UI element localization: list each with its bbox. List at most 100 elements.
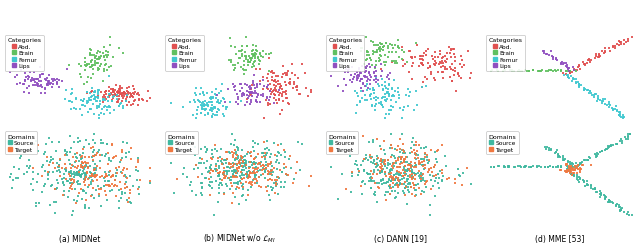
Point [437, 59, 447, 63]
Point [138, 99, 148, 103]
Point [417, 161, 428, 165]
Point [381, 112, 392, 116]
Point [79, 174, 90, 178]
Point [280, 166, 291, 170]
Point [392, 39, 403, 43]
Point [385, 185, 395, 189]
Point [369, 71, 380, 75]
Point [372, 137, 382, 141]
Point [390, 182, 401, 186]
Point [212, 111, 222, 115]
Point [49, 77, 60, 81]
Point [142, 100, 152, 104]
Point [9, 166, 19, 170]
Point [51, 150, 61, 154]
Point [263, 102, 273, 106]
Point [113, 47, 124, 51]
Point [205, 157, 216, 161]
Point [93, 187, 104, 191]
Point [565, 171, 575, 175]
Point [219, 173, 229, 177]
Point [103, 99, 113, 103]
Point [408, 182, 419, 186]
Point [246, 161, 257, 165]
Point [75, 182, 85, 186]
Point [378, 87, 388, 91]
Point [250, 156, 260, 160]
Point [106, 88, 116, 92]
Point [416, 193, 426, 197]
Point [248, 65, 259, 69]
Point [90, 98, 100, 102]
Point [558, 71, 568, 75]
Point [263, 178, 273, 182]
Point [257, 169, 268, 173]
Point [266, 87, 276, 91]
Point [47, 141, 57, 145]
Point [398, 109, 408, 113]
Point [540, 165, 550, 169]
Point [570, 69, 580, 73]
Point [395, 107, 405, 111]
Point [104, 65, 115, 69]
Point [81, 175, 91, 179]
Point [425, 174, 435, 178]
Point [270, 87, 280, 91]
Point [608, 201, 618, 205]
Point [368, 53, 378, 57]
Point [372, 165, 382, 169]
Point [81, 173, 91, 177]
Point [419, 164, 429, 168]
Point [104, 94, 115, 98]
Point [444, 176, 454, 180]
Point [132, 178, 142, 182]
Point [99, 70, 109, 74]
Point [433, 172, 444, 176]
Point [200, 114, 210, 118]
Point [65, 174, 76, 178]
Point [246, 87, 257, 91]
Point [43, 172, 53, 176]
Point [419, 167, 429, 171]
Point [564, 169, 574, 173]
Point [406, 185, 416, 189]
Point [563, 70, 573, 74]
Point [376, 167, 387, 171]
Point [44, 81, 54, 85]
Point [63, 171, 74, 175]
Point [380, 170, 390, 174]
Point [271, 178, 282, 182]
Point [390, 44, 400, 48]
Point [377, 97, 387, 101]
Point [283, 174, 293, 178]
Point [224, 162, 234, 166]
Legend: Source, Target: Source, Target [5, 132, 37, 154]
Point [419, 146, 429, 150]
Point [590, 187, 600, 191]
Point [145, 179, 156, 183]
Text: (d) MME [53]: (d) MME [53] [535, 234, 585, 243]
Point [113, 188, 124, 192]
Point [337, 173, 348, 177]
Point [551, 57, 561, 61]
Point [89, 174, 99, 178]
Point [428, 58, 438, 62]
Point [208, 108, 218, 112]
Point [267, 188, 277, 192]
Point [548, 165, 558, 169]
Point [108, 93, 118, 98]
Point [564, 167, 574, 171]
Point [413, 153, 424, 158]
Point [72, 172, 82, 176]
Point [566, 172, 577, 176]
Point [374, 102, 384, 106]
Point [541, 53, 552, 57]
Point [67, 182, 77, 186]
Point [250, 175, 260, 179]
Point [125, 92, 135, 96]
Point [387, 177, 397, 181]
Point [553, 165, 563, 169]
Point [90, 168, 100, 172]
Point [79, 171, 90, 175]
Point [231, 156, 241, 161]
